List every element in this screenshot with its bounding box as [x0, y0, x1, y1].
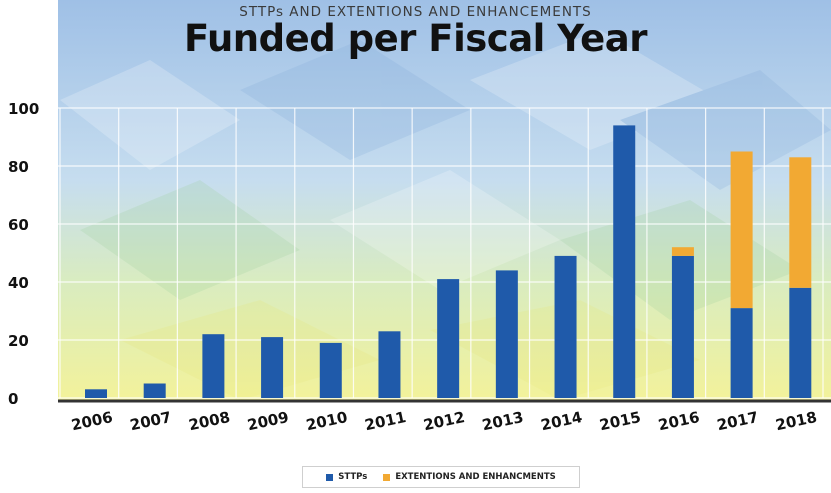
bars: [85, 125, 812, 399]
legend-swatch-sttps: [326, 473, 334, 481]
x-tick-label: 2007: [128, 408, 173, 434]
bar-extentions-2016: [671, 247, 694, 256]
bar-sttps-2009: [261, 337, 284, 398]
x-tick-label: 2009: [246, 408, 291, 434]
legend-item-sttps: STTPs: [326, 472, 367, 482]
y-tick-label: 20: [8, 332, 29, 350]
x-tick-label: 2017: [715, 408, 760, 434]
bar-sttps-2014: [554, 255, 577, 398]
bar-sttps-2012: [437, 279, 460, 398]
chart-title: Funded per Fiscal Year: [184, 17, 647, 60]
x-tick-label: 2014: [539, 408, 584, 434]
bar-extentions-2017: [730, 151, 753, 309]
bar-extentions-2018: [789, 157, 812, 288]
bar-sttps-2011: [378, 331, 401, 398]
x-tick-label: 2015: [598, 408, 643, 434]
y-tick-label: 0: [8, 390, 18, 408]
chart-subtitle: STTPs AND EXTENTIONS AND ENHANCEMENTS: [239, 4, 592, 20]
legend-label-extentions: EXTENTIONS AND ENHANCMENTS: [395, 472, 556, 482]
x-tick-label: 2013: [481, 408, 526, 434]
y-tick-label: 100: [8, 100, 39, 118]
bar-sttps-2006: [85, 389, 107, 398]
x-tick-label: 2006: [70, 408, 115, 434]
y-tick-label: 40: [8, 274, 29, 292]
grid-lines: [58, 107, 831, 399]
bar-sttps-2015: [613, 125, 636, 399]
y-tick-label: 60: [8, 216, 29, 234]
x-tick-label: 2011: [363, 408, 408, 434]
bar-sttps-2008: [202, 334, 225, 398]
bar-sttps-2013: [495, 270, 518, 398]
y-tick-label: 80: [8, 158, 29, 176]
bar-sttps-2007: [143, 383, 166, 398]
x-tick-label: 2010: [304, 408, 349, 434]
bar-sttps-2010: [319, 342, 342, 398]
legend-item-extentions: EXTENTIONS AND ENHANCMENTS: [383, 472, 556, 482]
x-tick-label: 2018: [774, 408, 819, 434]
x-tick-label: 2016: [657, 408, 702, 434]
legend-swatch-extentions: [383, 473, 391, 481]
bar-sttps-2017: [730, 308, 753, 398]
bar-sttps-2016: [671, 255, 694, 398]
x-tick-label: 2012: [422, 408, 467, 434]
legend: STTPs EXTENTIONS AND ENHANCMENTS: [302, 466, 580, 488]
x-tick-label: 2008: [187, 408, 232, 434]
legend-label-sttps: STTPs: [338, 472, 368, 482]
bar-sttps-2018: [789, 287, 812, 398]
y-tick-labels: 0 20 40 60 80 100: [8, 100, 39, 408]
x-tick-labels: 2006 2007 2008 2009 2010 2011 2012 2013 2014 2015…: [70, 408, 819, 434]
